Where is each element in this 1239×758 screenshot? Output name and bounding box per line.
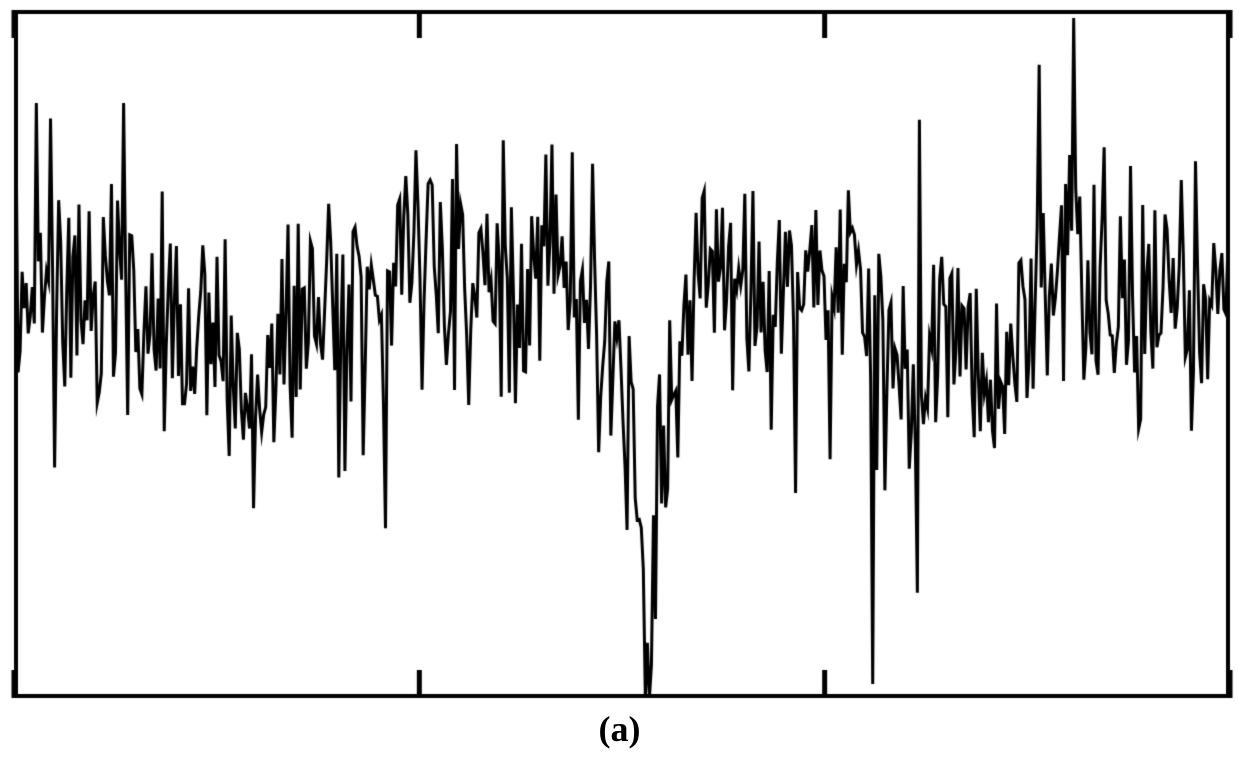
chart-canvas: [0, 0, 1239, 753]
subfigure-label: (a): [0, 708, 1239, 750]
signal-chart: (a): [0, 0, 1239, 753]
